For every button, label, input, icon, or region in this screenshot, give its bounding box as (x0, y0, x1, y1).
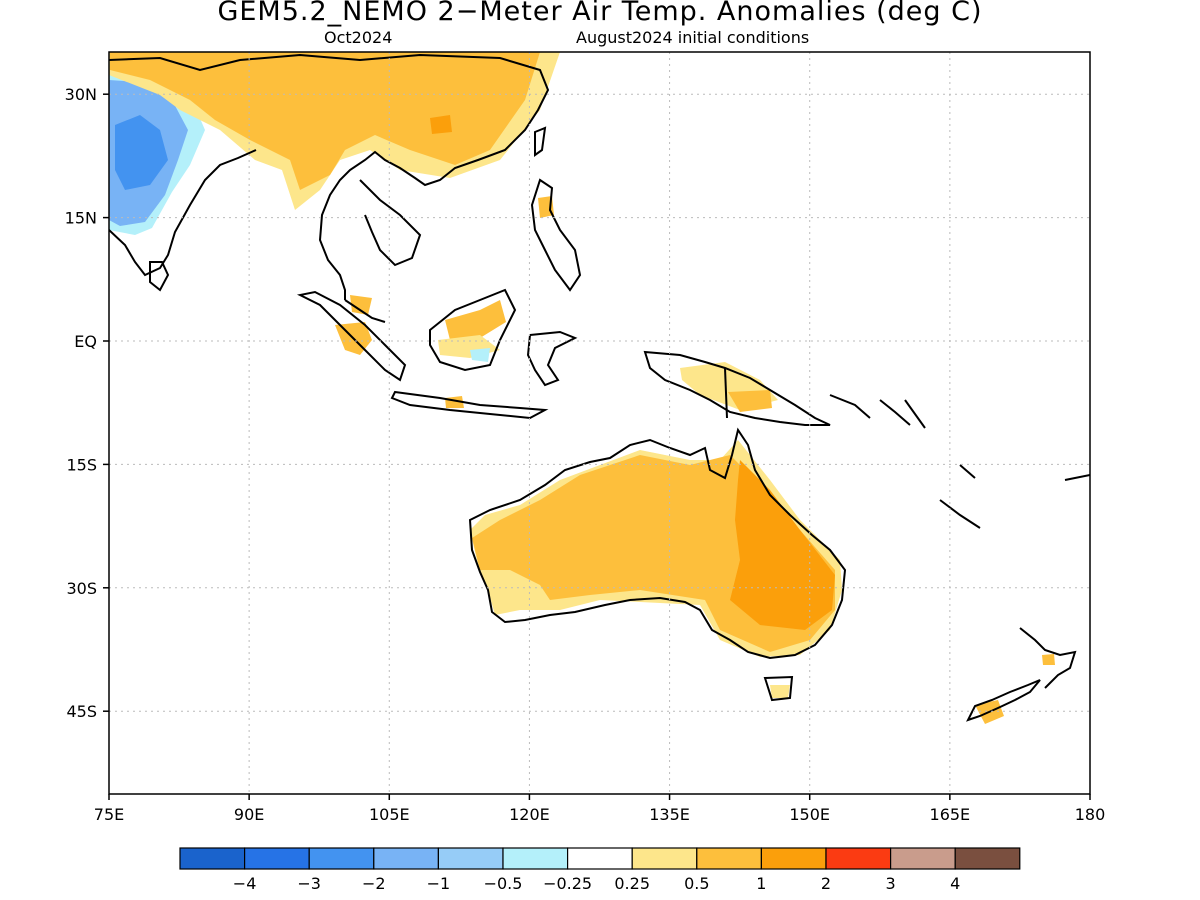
tasmania-light (770, 685, 790, 698)
colorbar-label: 3 (886, 874, 896, 893)
borneo-light (438, 335, 500, 358)
colorbar-label: 4 (950, 874, 960, 893)
coast-nz-north (1019, 627, 1077, 689)
lon-tick-label: 180 (1075, 805, 1106, 824)
colorbar-label: 0.25 (614, 874, 650, 893)
lon-tick-label: 75E (94, 805, 124, 824)
lat-tick-label: 30N (65, 85, 97, 104)
coast-borneo (429, 288, 517, 372)
axis-labels: 30N 15N EQ 15S 30S 45S 75E 90E 105E 120E 135E 150E 1… (65, 85, 1106, 824)
initial-conditions: August2024 initial conditions (576, 28, 810, 47)
lat-tick-label: 45S (66, 702, 97, 721)
colorbar-swatch (244, 847, 310, 870)
coast-philippines (530, 178, 582, 292)
lon-tick-label: 90E (234, 805, 264, 824)
lon-tick-label: 120E (509, 805, 550, 824)
coast-nz-south (966, 679, 1041, 722)
coast-asia (109, 53, 550, 300)
coast-sulawesi (526, 330, 578, 387)
india-blue-dark (115, 115, 168, 190)
grid-lines (109, 52, 1090, 794)
colorbar-swatch (696, 847, 762, 870)
colorbar-swatch (373, 847, 439, 870)
colorbar-label: −0.5 (484, 874, 523, 893)
lon-tick-label: 150E (789, 805, 830, 824)
colorbar-label: −2 (362, 874, 386, 893)
coast-sumatra (296, 290, 407, 382)
colorbar-label: 1 (756, 874, 766, 893)
borneo-warm (445, 300, 506, 340)
colorbar-label: −3 (297, 874, 321, 893)
borneo-cool (470, 348, 490, 362)
coast-newguinea (643, 350, 831, 426)
coast-sri-lanka (149, 261, 170, 292)
coast-taiwan (534, 126, 547, 157)
lon-tick-label: 105E (369, 805, 410, 824)
chart-title: GEM5.2_NEMO 2−Meter Air Temp. Anomalies … (217, 0, 983, 27)
colorbar-swatch (179, 847, 246, 870)
coast-india (109, 149, 257, 277)
coast-pacific-islands (829, 394, 1090, 529)
asia-orange-spot (430, 115, 452, 134)
colorbar-label: −1 (427, 874, 451, 893)
colorbar-label: 2 (821, 874, 831, 893)
lon-tick-label: 135E (649, 805, 690, 824)
map-frame (108, 51, 1091, 795)
colorbar-label: 0.5 (684, 874, 709, 893)
colorbar: −4 −3 −2 −1 −0.5 −0.25 0.25 0.5 1 2 3 4 (179, 847, 1021, 893)
colorbar-swatch (566, 847, 633, 870)
coast-tasmania (763, 675, 794, 702)
anomaly-fields (109, 52, 1055, 724)
forecast-month: Oct2024 (324, 28, 393, 47)
colorbar-swatch (954, 847, 1021, 870)
australia-orange (730, 460, 835, 630)
lat-tick-label: 15N (65, 209, 97, 228)
nz-north-warm (1042, 654, 1055, 665)
colorbar-swatch (889, 847, 956, 870)
coast-newguinea-border (724, 367, 728, 419)
lat-tick-label: EQ (74, 332, 97, 351)
colorbar-label: −0.25 (543, 874, 592, 893)
colorbar-swatch (437, 847, 504, 870)
colorbar-swatch (631, 847, 698, 870)
coast-indochina (344, 179, 422, 323)
coast-java (390, 390, 549, 420)
colorbar-swatch (308, 847, 375, 870)
lat-tick-label: 30S (66, 579, 97, 598)
colorbar-swatch (502, 847, 569, 870)
asia-warm (110, 52, 540, 190)
newguinea-warm (728, 390, 772, 412)
coast-australia (468, 427, 847, 660)
coastlines (109, 53, 1090, 722)
colorbar-swatch (760, 847, 827, 870)
lat-tick-label: 15S (66, 455, 97, 474)
lon-tick-label: 165E (930, 805, 971, 824)
malaysia-warm (350, 295, 372, 315)
colorbar-swatch (825, 847, 892, 870)
colorbar-label: −4 (233, 874, 257, 893)
